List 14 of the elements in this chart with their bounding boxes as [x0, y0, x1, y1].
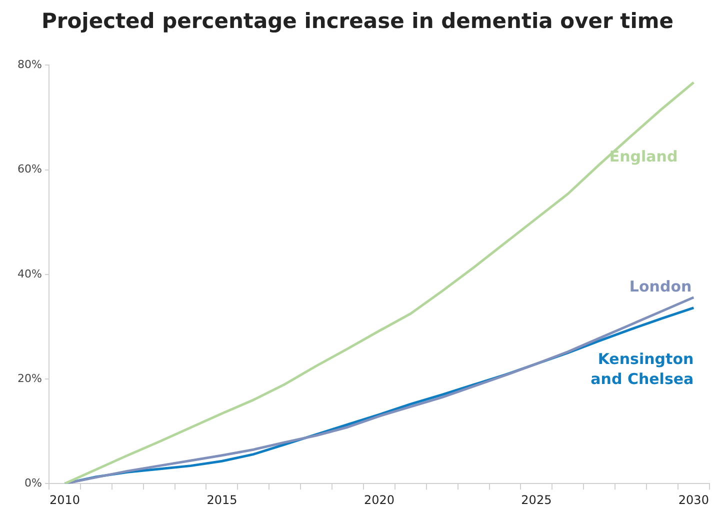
- series-label: Kensington and Chelsea: [590, 350, 694, 388]
- y-tick-label: 20%: [18, 372, 42, 385]
- y-tick-label: 60%: [18, 162, 42, 176]
- y-tick-label: 40%: [18, 267, 42, 280]
- x-tick-label: 2025: [521, 492, 552, 507]
- x-tick-label: 2010: [49, 492, 80, 507]
- series-label: London: [629, 277, 692, 296]
- series-label: England: [609, 147, 678, 166]
- x-tick-label: 2020: [364, 492, 394, 507]
- chart-title: Projected percentage increase in dementia over time: [41, 9, 674, 34]
- x-tick-label: 2030: [678, 492, 709, 507]
- y-tick-label: 0%: [24, 476, 42, 490]
- y-tick-label: 80%: [18, 58, 42, 72]
- x-tick-label: 2015: [206, 492, 238, 507]
